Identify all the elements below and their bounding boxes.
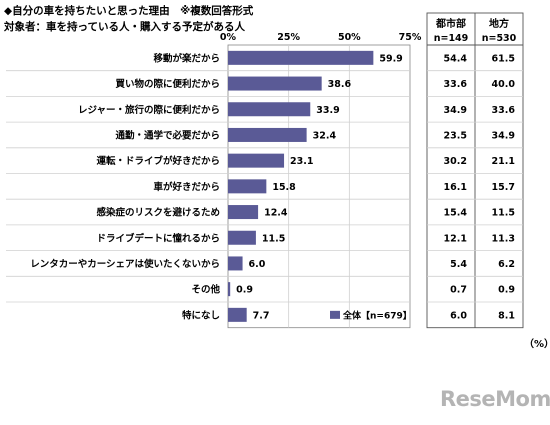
category-label: 通勤・通学で必要だから (115, 129, 220, 141)
bar-value-label: 12.4 (264, 208, 288, 219)
urban-value: 6.0 (450, 310, 467, 321)
category-label: 車が好きだから (153, 181, 220, 193)
category-label: 買い物の際に便利だから (115, 78, 220, 90)
rural-value: 6.2 (498, 259, 515, 270)
category-label: 特になし (182, 309, 220, 321)
bar-value-label: 38.6 (328, 79, 352, 90)
bar (228, 179, 267, 194)
chart-title: ◆自分の車を持ちたいと思った理由 ※複数回答形式 (4, 5, 254, 17)
bar-value-label: 33.9 (316, 105, 339, 116)
bar-value-label: 7.7 (253, 310, 270, 321)
bar (228, 205, 259, 220)
rural-n: n=530 (482, 33, 517, 44)
category-label: その他 (191, 284, 220, 296)
category-label: ドライブデートに憧れるから (96, 232, 220, 244)
bar (228, 282, 231, 297)
bar-value-label: 23.1 (290, 156, 313, 167)
rural-value: 33.6 (492, 105, 516, 116)
rural-value: 8.1 (498, 310, 515, 321)
bar (228, 153, 285, 168)
rural-value: 11.5 (492, 208, 515, 219)
rural-value: 61.5 (492, 53, 515, 64)
x-tick-label: 75% (399, 32, 422, 43)
bar-value-label: 59.9 (379, 53, 402, 64)
bar-value-label: 32.4 (313, 130, 337, 141)
rural-value: 11.3 (492, 233, 515, 244)
urban-value: 30.2 (444, 156, 467, 167)
rural-value: 0.9 (498, 285, 515, 296)
category-label: 感染症のリスクを避けるため (96, 207, 220, 219)
legend-swatch (330, 310, 340, 319)
resemom-logo: ReseMom (440, 387, 550, 411)
urban-value: 16.1 (444, 182, 467, 193)
x-tick-label: 50% (338, 32, 361, 43)
category-label: 移動が楽だから (153, 52, 220, 64)
urban-value: 15.4 (444, 208, 468, 219)
bar (228, 307, 247, 322)
urban-value: 5.4 (450, 259, 467, 270)
chart-subtitle: 対象者：車を持っている人・購入する予定がある人 (4, 21, 245, 33)
rural-header: 地方 (489, 17, 509, 30)
bar (228, 127, 307, 142)
bar-value-label: 6.0 (249, 259, 266, 270)
rural-value: 21.1 (492, 156, 515, 167)
bar (228, 50, 374, 65)
category-label: 運転・ドライブが好きだから (96, 155, 220, 167)
bar (228, 102, 311, 117)
rural-value: 34.9 (492, 130, 515, 141)
category-label: レンタカーやカーシェアは使いたくないから (30, 258, 220, 270)
x-tick-label: 0% (220, 32, 237, 43)
unit-label: （%） (524, 339, 550, 350)
urban-header: 都市部 (435, 17, 466, 30)
urban-value: 23.5 (444, 130, 467, 141)
urban-value: 0.7 (450, 285, 467, 296)
bar (228, 256, 243, 271)
urban-value: 33.6 (444, 79, 468, 90)
legend-label: 全体【n=679】 (342, 309, 412, 321)
rural-value: 40.0 (492, 79, 516, 90)
bar (228, 230, 256, 245)
urban-value: 54.4 (444, 53, 468, 64)
x-tick-label: 25% (277, 32, 300, 43)
category-label: レジャー・旅行の際に便利だから (78, 104, 220, 116)
bar-value-label: 15.8 (272, 182, 296, 193)
bar-value-label: 0.9 (236, 285, 253, 296)
bar-value-label: 11.5 (262, 233, 285, 244)
urban-value: 34.9 (444, 105, 467, 116)
bar (228, 76, 322, 91)
rural-value: 15.7 (492, 182, 515, 193)
urban-n: n=149 (434, 33, 469, 44)
urban-value: 12.1 (444, 233, 467, 244)
